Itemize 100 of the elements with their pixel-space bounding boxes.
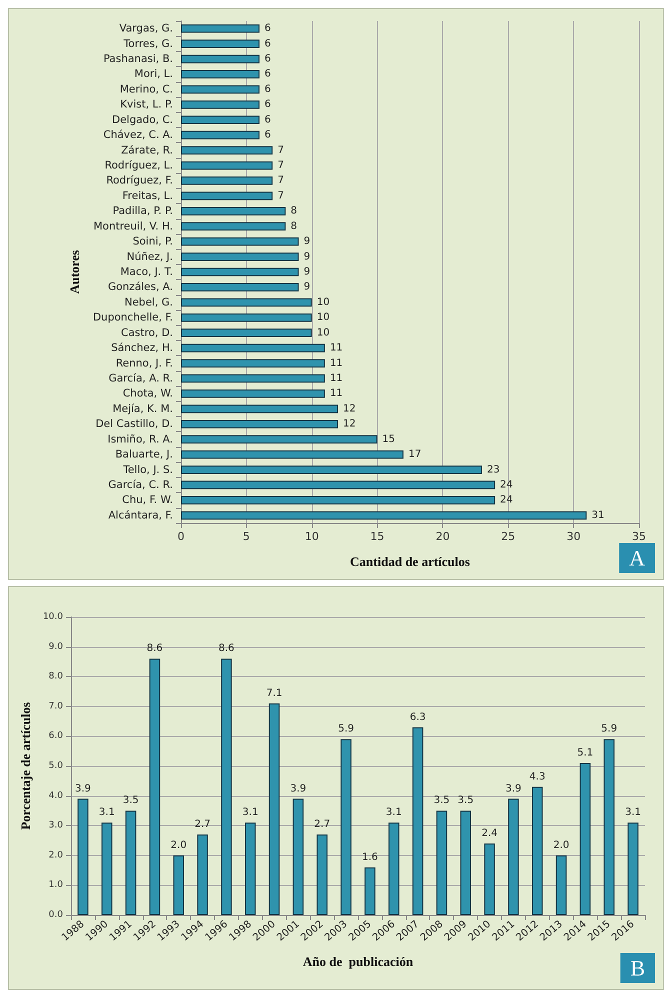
bar [181,40,260,48]
data-label: 3.1 [98,807,115,818]
data-label: 11 [330,358,343,369]
bar [181,146,273,154]
data-label: 5.9 [338,724,354,735]
data-label: 7 [278,175,284,186]
bar [181,374,325,383]
text: A [629,546,646,570]
data-label: 10 [316,296,330,308]
data-label: 5.9 [601,724,618,735]
bar [436,810,448,915]
data-label: 1.6 [362,852,378,863]
y-tick-label: García, C. R. [108,478,173,491]
y-tick-label: Chota, W. [122,388,173,400]
bar [181,511,587,520]
data-label: 3.1 [242,807,258,818]
data-label: 2.0 [553,840,570,851]
data-label: 2.0 [170,840,187,851]
data-label: 6 [264,114,271,126]
bar [181,237,299,246]
text: B [630,956,646,980]
bar [460,810,472,915]
y-axis-title: Autores [67,250,82,294]
bar [181,54,260,64]
bar [181,450,404,459]
data-label: 10 [316,312,330,324]
data-label: 6 [264,68,271,80]
bar [181,328,312,338]
bar [181,116,260,124]
data-label: 3.5 [458,795,474,806]
data-label: 3.9 [290,783,306,794]
x-tick-label: 0 [178,530,184,543]
data-label: 2.7 [194,819,210,830]
data-label: 12 [343,418,356,430]
x-tick-label: 25 [501,530,516,543]
bar [412,727,424,915]
bar [181,466,482,474]
y-tick-label: 4.0 [48,790,64,801]
data-label: 8.6 [146,643,163,654]
y-tick-label: 8.0 [48,672,64,682]
data-label: 3.9 [506,783,522,794]
bar [181,192,273,200]
y-tick-label: Alcántara, F. [108,509,173,522]
y-tick-label: 6.0 [48,731,64,742]
y-axis-title: Porcentaje de artículos [18,702,34,830]
bar [181,404,338,414]
y-tick-label: Ismiño, R. A. [108,433,173,446]
bar [580,763,591,915]
data-label: 3.9 [75,783,91,794]
data-label: 3.1 [386,807,402,818]
y-tick-label: 10.0 [42,612,64,622]
data-label: 9 [304,266,310,278]
data-label: 6 [264,130,271,141]
y-tick-label: Chávez, C. A. [103,129,173,142]
bar [181,298,312,307]
data-label: 8.6 [218,643,234,654]
data-label: 17 [408,449,422,460]
y-tick-label: Delgado, C. [112,114,173,126]
bar [181,390,325,398]
bar [181,496,496,504]
y-tick-label: 3.0 [48,820,64,831]
x-tick-label: 30 [566,530,581,543]
bar [173,855,184,915]
bar [181,176,273,185]
y-tick-label: Tello, J. S. [122,464,173,476]
bar [316,834,328,915]
data-label: 7 [278,190,284,202]
y-tick-label: Kvist, L. P. [120,98,173,111]
data-label: 9 [304,251,310,262]
data-label: 6 [264,99,271,110]
data-label: 6 [264,54,271,65]
data-label: 11 [330,388,343,400]
bar [508,798,519,915]
bar [181,268,299,276]
data-label: 2.4 [482,828,498,839]
data-label: 31 [592,510,604,521]
x-tick-label: 20 [436,530,450,543]
data-label: 2.7 [314,819,330,830]
data-label: 8 [290,206,298,217]
bar [101,822,112,915]
x-axis-title: Cantidad de artículos [350,554,470,569]
bar [181,313,312,322]
data-label: 9 [304,282,310,293]
bar [197,834,208,915]
bar [125,810,136,915]
y-tick-label: Merino, C. [120,83,173,96]
y-tick-label: Sánchez, H. [111,342,173,354]
y-tick-label: Maco, J. T. [120,266,173,278]
bar [181,24,260,33]
y-tick-label: Duponchelle, F. [92,312,173,324]
y-tick-label: Rodríguez, F. [106,174,173,187]
bar [78,798,88,915]
bar [268,703,280,915]
data-label: 6 [264,84,271,95]
data-label: 3.5 [434,795,450,806]
bar [292,798,304,915]
bar [221,658,232,915]
y-tick-label: Baluarte, J. [115,448,173,461]
y-tick-label: Renno, J. F. [116,357,173,370]
bar [181,252,299,261]
